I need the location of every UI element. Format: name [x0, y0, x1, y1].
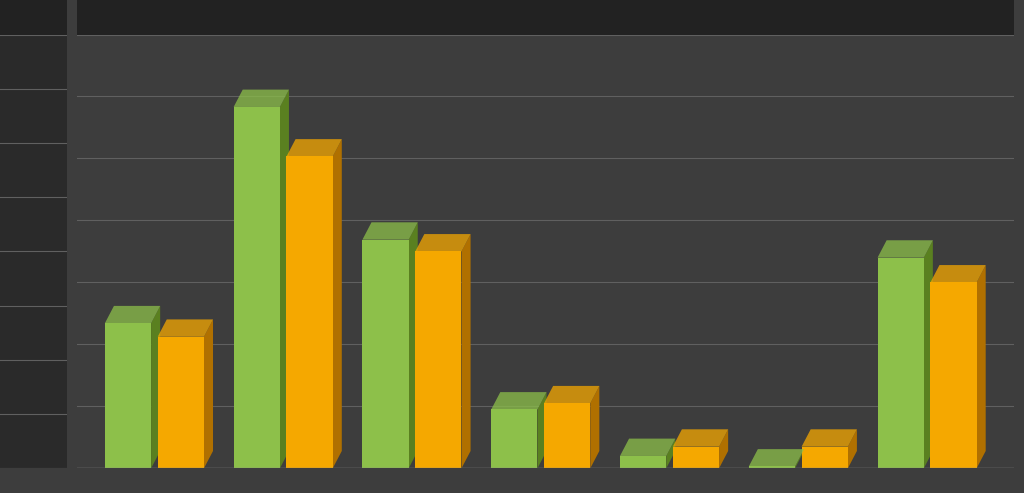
Polygon shape [673, 429, 728, 447]
Polygon shape [104, 306, 160, 323]
Polygon shape [158, 319, 213, 337]
Polygon shape [233, 90, 289, 107]
Polygon shape [931, 282, 977, 468]
Polygon shape [362, 240, 409, 468]
Polygon shape [620, 456, 667, 468]
Polygon shape [620, 439, 675, 456]
Polygon shape [749, 449, 804, 466]
Polygon shape [287, 156, 333, 468]
Polygon shape [924, 240, 933, 468]
Polygon shape [538, 392, 547, 468]
Polygon shape [152, 306, 160, 468]
Polygon shape [104, 323, 152, 468]
Polygon shape [492, 410, 538, 468]
Polygon shape [544, 403, 590, 468]
Polygon shape [233, 107, 280, 468]
Polygon shape [590, 386, 599, 468]
Polygon shape [878, 240, 933, 258]
Polygon shape [333, 139, 342, 468]
Polygon shape [280, 90, 289, 468]
Polygon shape [544, 386, 599, 403]
Polygon shape [878, 258, 924, 468]
Polygon shape [977, 265, 986, 468]
Polygon shape [409, 222, 418, 468]
Polygon shape [795, 449, 804, 468]
Polygon shape [362, 222, 418, 240]
Polygon shape [673, 447, 719, 468]
Polygon shape [931, 265, 986, 282]
Polygon shape [416, 251, 462, 468]
Polygon shape [848, 429, 857, 468]
Polygon shape [719, 429, 728, 468]
Polygon shape [802, 447, 848, 468]
Polygon shape [802, 429, 857, 447]
Polygon shape [749, 466, 795, 468]
Polygon shape [204, 319, 213, 468]
Polygon shape [416, 234, 471, 251]
Polygon shape [158, 337, 204, 468]
Polygon shape [492, 392, 547, 410]
Polygon shape [287, 139, 342, 156]
Polygon shape [667, 439, 675, 468]
Polygon shape [462, 234, 471, 468]
